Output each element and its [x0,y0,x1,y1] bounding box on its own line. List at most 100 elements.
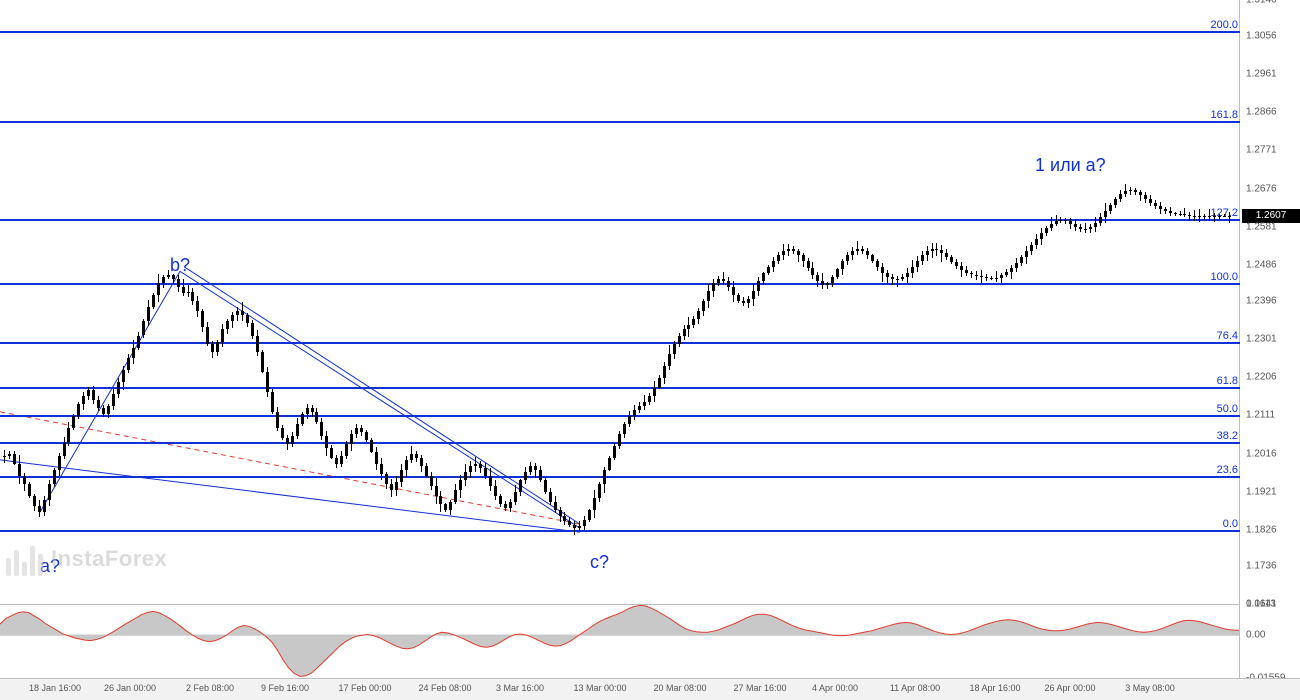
candle [797,0,800,604]
candle [896,0,899,604]
candle [320,0,323,604]
y-tick: 1.1826 [1246,524,1277,535]
candle [519,0,522,604]
price-pane[interactable]: 0.023.638.250.061.876.4100.0127.2161.820… [0,0,1240,604]
candle [678,0,681,604]
candle [1099,0,1102,604]
candle [1159,0,1162,604]
candle [767,0,770,604]
candle [578,0,581,604]
candle [340,0,343,604]
candle [1015,0,1018,604]
candle [563,0,566,604]
candle [479,0,482,604]
candle [821,0,824,604]
candle [916,0,919,604]
candle [430,0,433,604]
candle [1119,0,1122,604]
candle [3,0,6,604]
candle [960,0,963,604]
candle [945,0,948,604]
candle [886,0,889,604]
candle [554,0,557,604]
candle [722,0,725,604]
candle [469,0,472,604]
candle [395,0,398,604]
candle [534,0,537,604]
candle [772,0,775,604]
candle [985,0,988,604]
candle [425,0,428,604]
candle [142,0,145,604]
candle [400,0,403,604]
candle [122,0,125,604]
candle [732,0,735,604]
candle [633,0,636,604]
candle [306,0,309,604]
candle [77,0,80,604]
candle [345,0,348,604]
candle [663,0,666,604]
candle [692,0,695,604]
candle [931,0,934,604]
y-tick: 1.2396 [1246,295,1277,306]
candle [1045,0,1048,604]
candle [370,0,373,604]
candle [970,0,973,604]
candle [787,0,790,604]
candle [658,0,661,604]
candle [276,0,279,604]
candle [683,0,686,604]
y-tick: 1.2206 [1246,372,1277,383]
x-tick: 3 May 08:00 [1125,683,1175,693]
candle [752,0,755,604]
candle [221,0,224,604]
candle [1193,0,1196,604]
candle [206,0,209,604]
candle [623,0,626,604]
candle [1055,0,1058,604]
x-tick: 11 Apr 08:00 [890,683,940,693]
candle [301,0,304,604]
candle [1228,0,1231,604]
candle [286,0,289,604]
candle [266,0,269,604]
oscillator-pane[interactable] [0,604,1240,678]
candle [444,0,447,604]
candle [1025,0,1028,604]
candle [256,0,259,604]
candle [474,0,477,604]
candle [980,0,983,604]
y-tick: 1.3146 [1246,0,1277,6]
oscillator-svg [0,604,1240,678]
candle [127,0,130,604]
y-tick: 1.1921 [1246,486,1277,497]
candle [816,0,819,604]
candle [544,0,547,604]
candle [87,0,90,604]
candle [549,0,552,604]
candle [1198,0,1201,604]
candle [1139,0,1142,604]
candle [1089,0,1092,604]
candle [187,0,190,604]
y-tick: 1.2486 [1246,259,1277,270]
candle [1010,0,1013,604]
candle [524,0,527,604]
candle [1020,0,1023,604]
candle [53,0,56,604]
candle [935,0,938,604]
candle [861,0,864,604]
candle [871,0,874,604]
candle [1208,0,1211,604]
candle [311,0,314,604]
candle [1000,0,1003,604]
candle [618,0,621,604]
candle [608,0,611,604]
candle [950,0,953,604]
candle [702,0,705,604]
candle [365,0,368,604]
candle [687,0,690,604]
candle [405,0,408,604]
candle [157,0,160,604]
